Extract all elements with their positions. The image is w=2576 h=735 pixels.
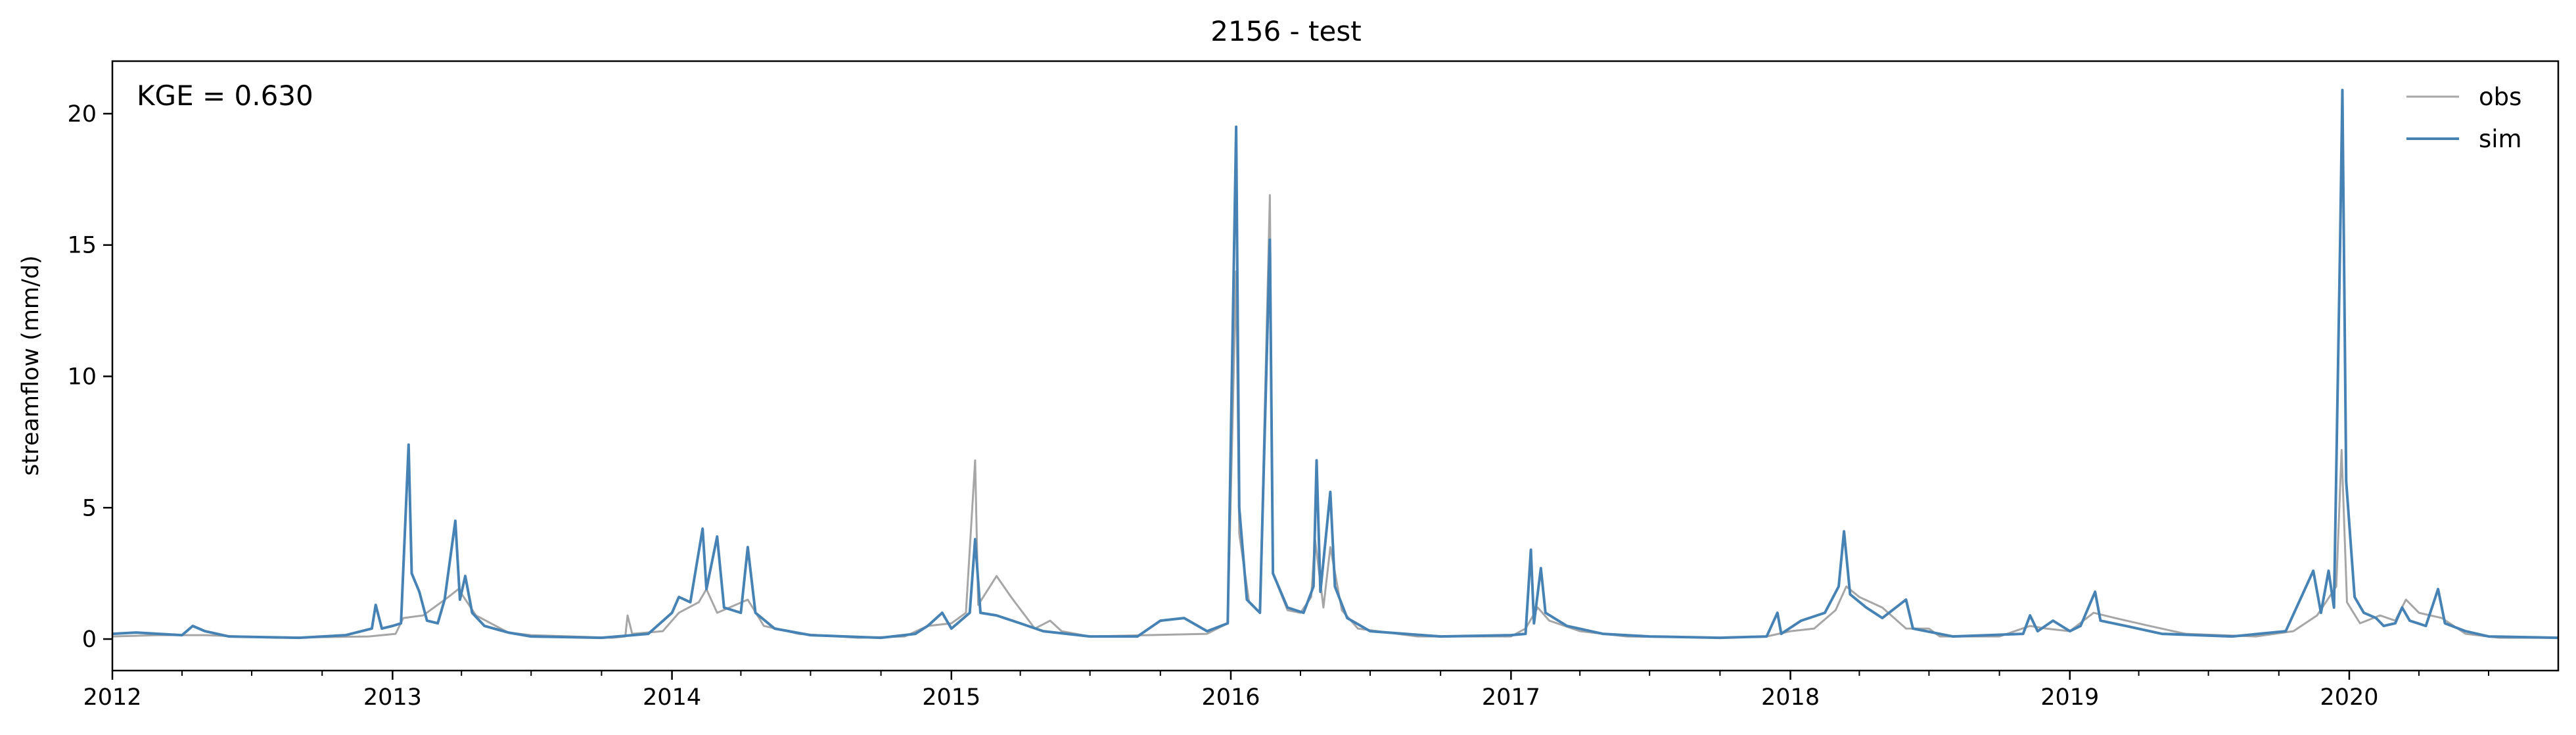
y-axis: 0 5 10 15 20 [67, 101, 112, 653]
legend-label-sim: sim [2479, 125, 2522, 153]
x-tick-label: 2019 [2040, 684, 2099, 711]
x-tick-label: 2013 [363, 684, 422, 711]
y-tick-label: 10 [67, 364, 97, 390]
x-tick-label: 2012 [83, 684, 141, 711]
x-tick-label: 2015 [922, 684, 980, 711]
kge-annotation: KGE = 0.630 [137, 80, 313, 112]
x-tick-label: 2018 [1761, 684, 1820, 711]
y-tick-label: 15 [67, 233, 97, 259]
y-tick-label: 0 [82, 627, 97, 653]
series-layer [112, 89, 2558, 640]
x-tick-label: 2020 [2320, 684, 2378, 711]
legend: obs sim [2406, 83, 2522, 153]
y-axis-label: streamflow (mm/d) [18, 255, 44, 475]
x-tick-label: 2016 [1201, 684, 1260, 711]
x-tick-label: 2017 [1482, 684, 1540, 711]
x-axis: 2012 2013 2014 2015 2016 2017 2018 2019 2020 [83, 671, 2489, 711]
plot-frame [111, 60, 2560, 672]
legend-label-obs: obs [2479, 83, 2521, 111]
y-tick-label: 20 [67, 101, 97, 128]
chart-title: 2156 - test [1210, 15, 1361, 47]
plot-area [111, 60, 2560, 672]
series-line-sim [112, 89, 2558, 640]
y-tick-label: 5 [82, 495, 97, 521]
x-tick-label: 2014 [643, 684, 701, 711]
